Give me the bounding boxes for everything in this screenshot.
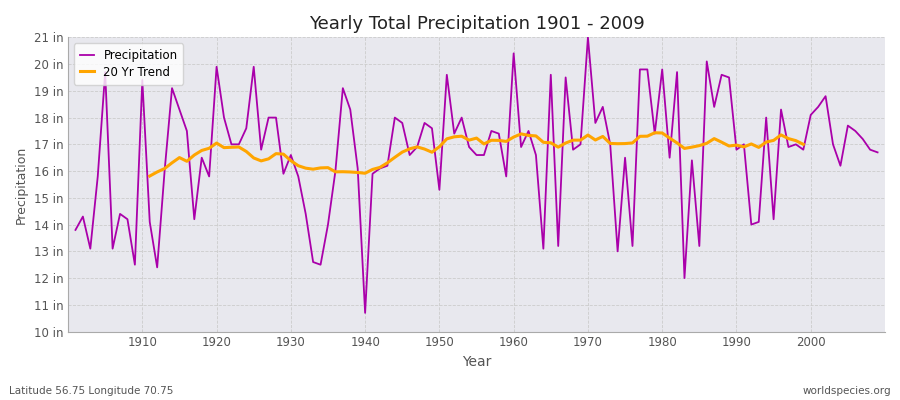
Precipitation	[292, 174, 303, 179]
20 Yr Trend	[278, 152, 289, 156]
Precipitation	[338, 86, 348, 90]
Line: 20 Yr Trend: 20 Yr Trend	[149, 133, 804, 176]
X-axis label: Year: Year	[462, 355, 491, 369]
Precipitation	[516, 145, 526, 150]
Precipitation	[508, 51, 519, 56]
Text: Latitude 56.75 Longitude 70.75: Latitude 56.75 Longitude 70.75	[9, 386, 174, 396]
20 Yr Trend	[479, 142, 490, 146]
Precipitation	[582, 35, 593, 40]
Line: Precipitation: Precipitation	[76, 37, 878, 313]
Text: worldspecies.org: worldspecies.org	[803, 386, 891, 396]
Precipitation	[130, 262, 140, 267]
20 Yr Trend	[144, 174, 155, 178]
Precipitation	[612, 249, 623, 254]
20 Yr Trend	[798, 142, 809, 147]
Y-axis label: Precipitation: Precipitation	[15, 145, 28, 224]
Precipitation	[360, 310, 371, 315]
20 Yr Trend	[397, 150, 408, 154]
20 Yr Trend	[650, 130, 661, 135]
20 Yr Trend	[226, 145, 237, 150]
20 Yr Trend	[212, 141, 222, 146]
Precipitation	[872, 150, 883, 155]
Precipitation	[70, 228, 81, 232]
20 Yr Trend	[731, 143, 742, 148]
Title: Yearly Total Precipitation 1901 - 2009: Yearly Total Precipitation 1901 - 2009	[309, 15, 644, 33]
Legend: Precipitation, 20 Yr Trend: Precipitation, 20 Yr Trend	[74, 43, 184, 84]
